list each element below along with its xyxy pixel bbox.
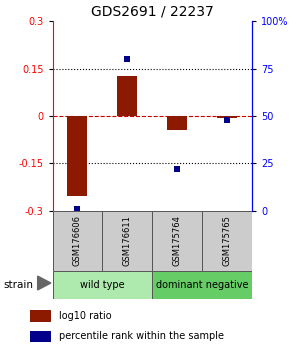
- Bar: [68, 116, 87, 196]
- Text: GSM176611: GSM176611: [123, 215, 132, 266]
- Text: dominant negative: dominant negative: [156, 280, 248, 290]
- Text: strain: strain: [3, 280, 33, 290]
- Title: GDS2691 / 22237: GDS2691 / 22237: [91, 5, 214, 19]
- Text: percentile rank within the sample: percentile rank within the sample: [59, 331, 224, 341]
- Polygon shape: [38, 276, 51, 290]
- Text: GSM176606: GSM176606: [73, 215, 82, 266]
- Bar: [30, 331, 51, 342]
- Bar: [117, 76, 137, 116]
- Text: wild type: wild type: [80, 280, 125, 290]
- Text: log10 ratio: log10 ratio: [59, 311, 111, 321]
- Bar: [152, 271, 252, 299]
- Bar: [167, 116, 187, 130]
- Bar: [30, 310, 51, 322]
- Text: GSM175764: GSM175764: [173, 215, 182, 266]
- Bar: [217, 116, 237, 119]
- Bar: [202, 211, 252, 271]
- Bar: [52, 271, 152, 299]
- Bar: [102, 211, 152, 271]
- Bar: [152, 211, 202, 271]
- Text: GSM175765: GSM175765: [223, 215, 232, 266]
- Bar: [52, 211, 102, 271]
